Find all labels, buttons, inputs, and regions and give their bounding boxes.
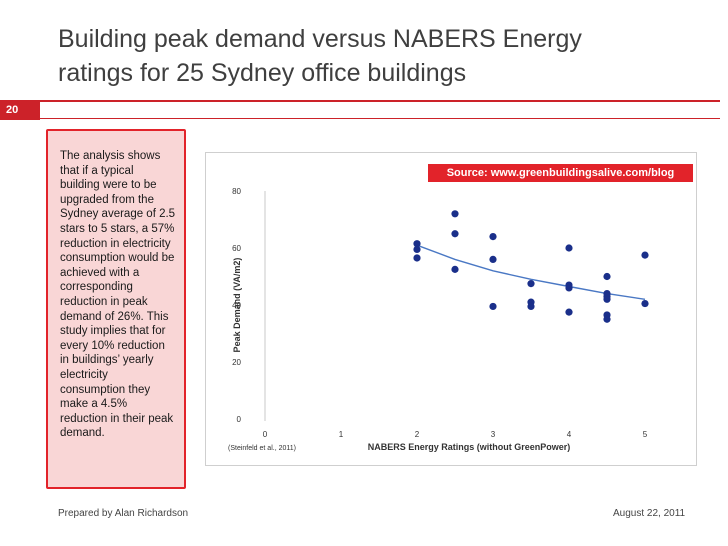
y-tick-label-4: 80 [232, 187, 241, 196]
y-tick-label-0: 0 [237, 415, 242, 424]
x-tick-label-5: 5 [643, 430, 648, 439]
x-tick-label-3: 3 [491, 430, 496, 439]
data-point-12 [565, 244, 573, 252]
data-point-1 [413, 245, 421, 254]
slide-title: Building peak demand versus NABERS Energ… [58, 22, 698, 90]
data-point-21 [603, 315, 611, 323]
trend-line [416, 244, 646, 300]
data-point-23 [641, 299, 649, 308]
divider-line-bottom [40, 118, 720, 119]
data-point-22 [641, 251, 649, 259]
y-axis-label: Peak Demand (VA/m2) [232, 258, 242, 353]
chart-citation: (Steinfeld et al., 2011) [228, 445, 296, 452]
scatter-chart: Peak Demand (VA/m2) NABERS Energy Rating… [228, 187, 649, 452]
y-tick-label-3: 60 [232, 244, 241, 253]
y-tick-label-1: 20 [232, 358, 241, 367]
y-tick-label-2: 40 [232, 301, 241, 310]
data-point-0 [413, 240, 421, 248]
data-point-2 [413, 254, 421, 262]
data-point-11 [527, 302, 535, 311]
data-point-5 [451, 265, 459, 273]
x-tick-label-0: 0 [263, 430, 268, 439]
data-point-7 [489, 255, 497, 263]
data-point-9 [527, 280, 535, 288]
x-tick-label-4: 4 [567, 430, 572, 439]
divider-line-top [40, 100, 720, 102]
x-axis-label: NABERS Energy Ratings (without GreenPowe… [368, 442, 571, 452]
slide-title-line-1: Building peak demand versus NABERS Energ… [58, 25, 582, 53]
footer-author: Prepared by Alan Richardson [58, 508, 189, 519]
analysis-note-text: The analysis shows that if a typical bui… [60, 150, 176, 440]
source-label: Source: www.greenbuildingsalive.com/blog [428, 164, 693, 182]
chart-frame: Peak Demand (VA/m2) NABERS Energy Rating… [205, 152, 697, 466]
data-point-6 [489, 233, 497, 241]
data-point-3 [451, 210, 459, 218]
slide-title-line-2: ratings for 25 Sydney office buildings [58, 59, 467, 87]
title-divider [0, 100, 728, 120]
data-point-16 [603, 272, 611, 281]
x-tick-label-2: 2 [415, 430, 420, 439]
data-point-14 [565, 284, 573, 292]
analysis-note-box: The analysis shows that if a typical bui… [46, 129, 186, 489]
data-point-4 [451, 230, 459, 238]
slide-number: 20 [0, 100, 40, 120]
data-point-8 [489, 302, 497, 311]
data-point-15 [565, 308, 573, 316]
data-point-19 [603, 295, 611, 303]
x-tick-label-1: 1 [339, 430, 344, 439]
footer-date: August 22, 2011 [613, 508, 686, 519]
